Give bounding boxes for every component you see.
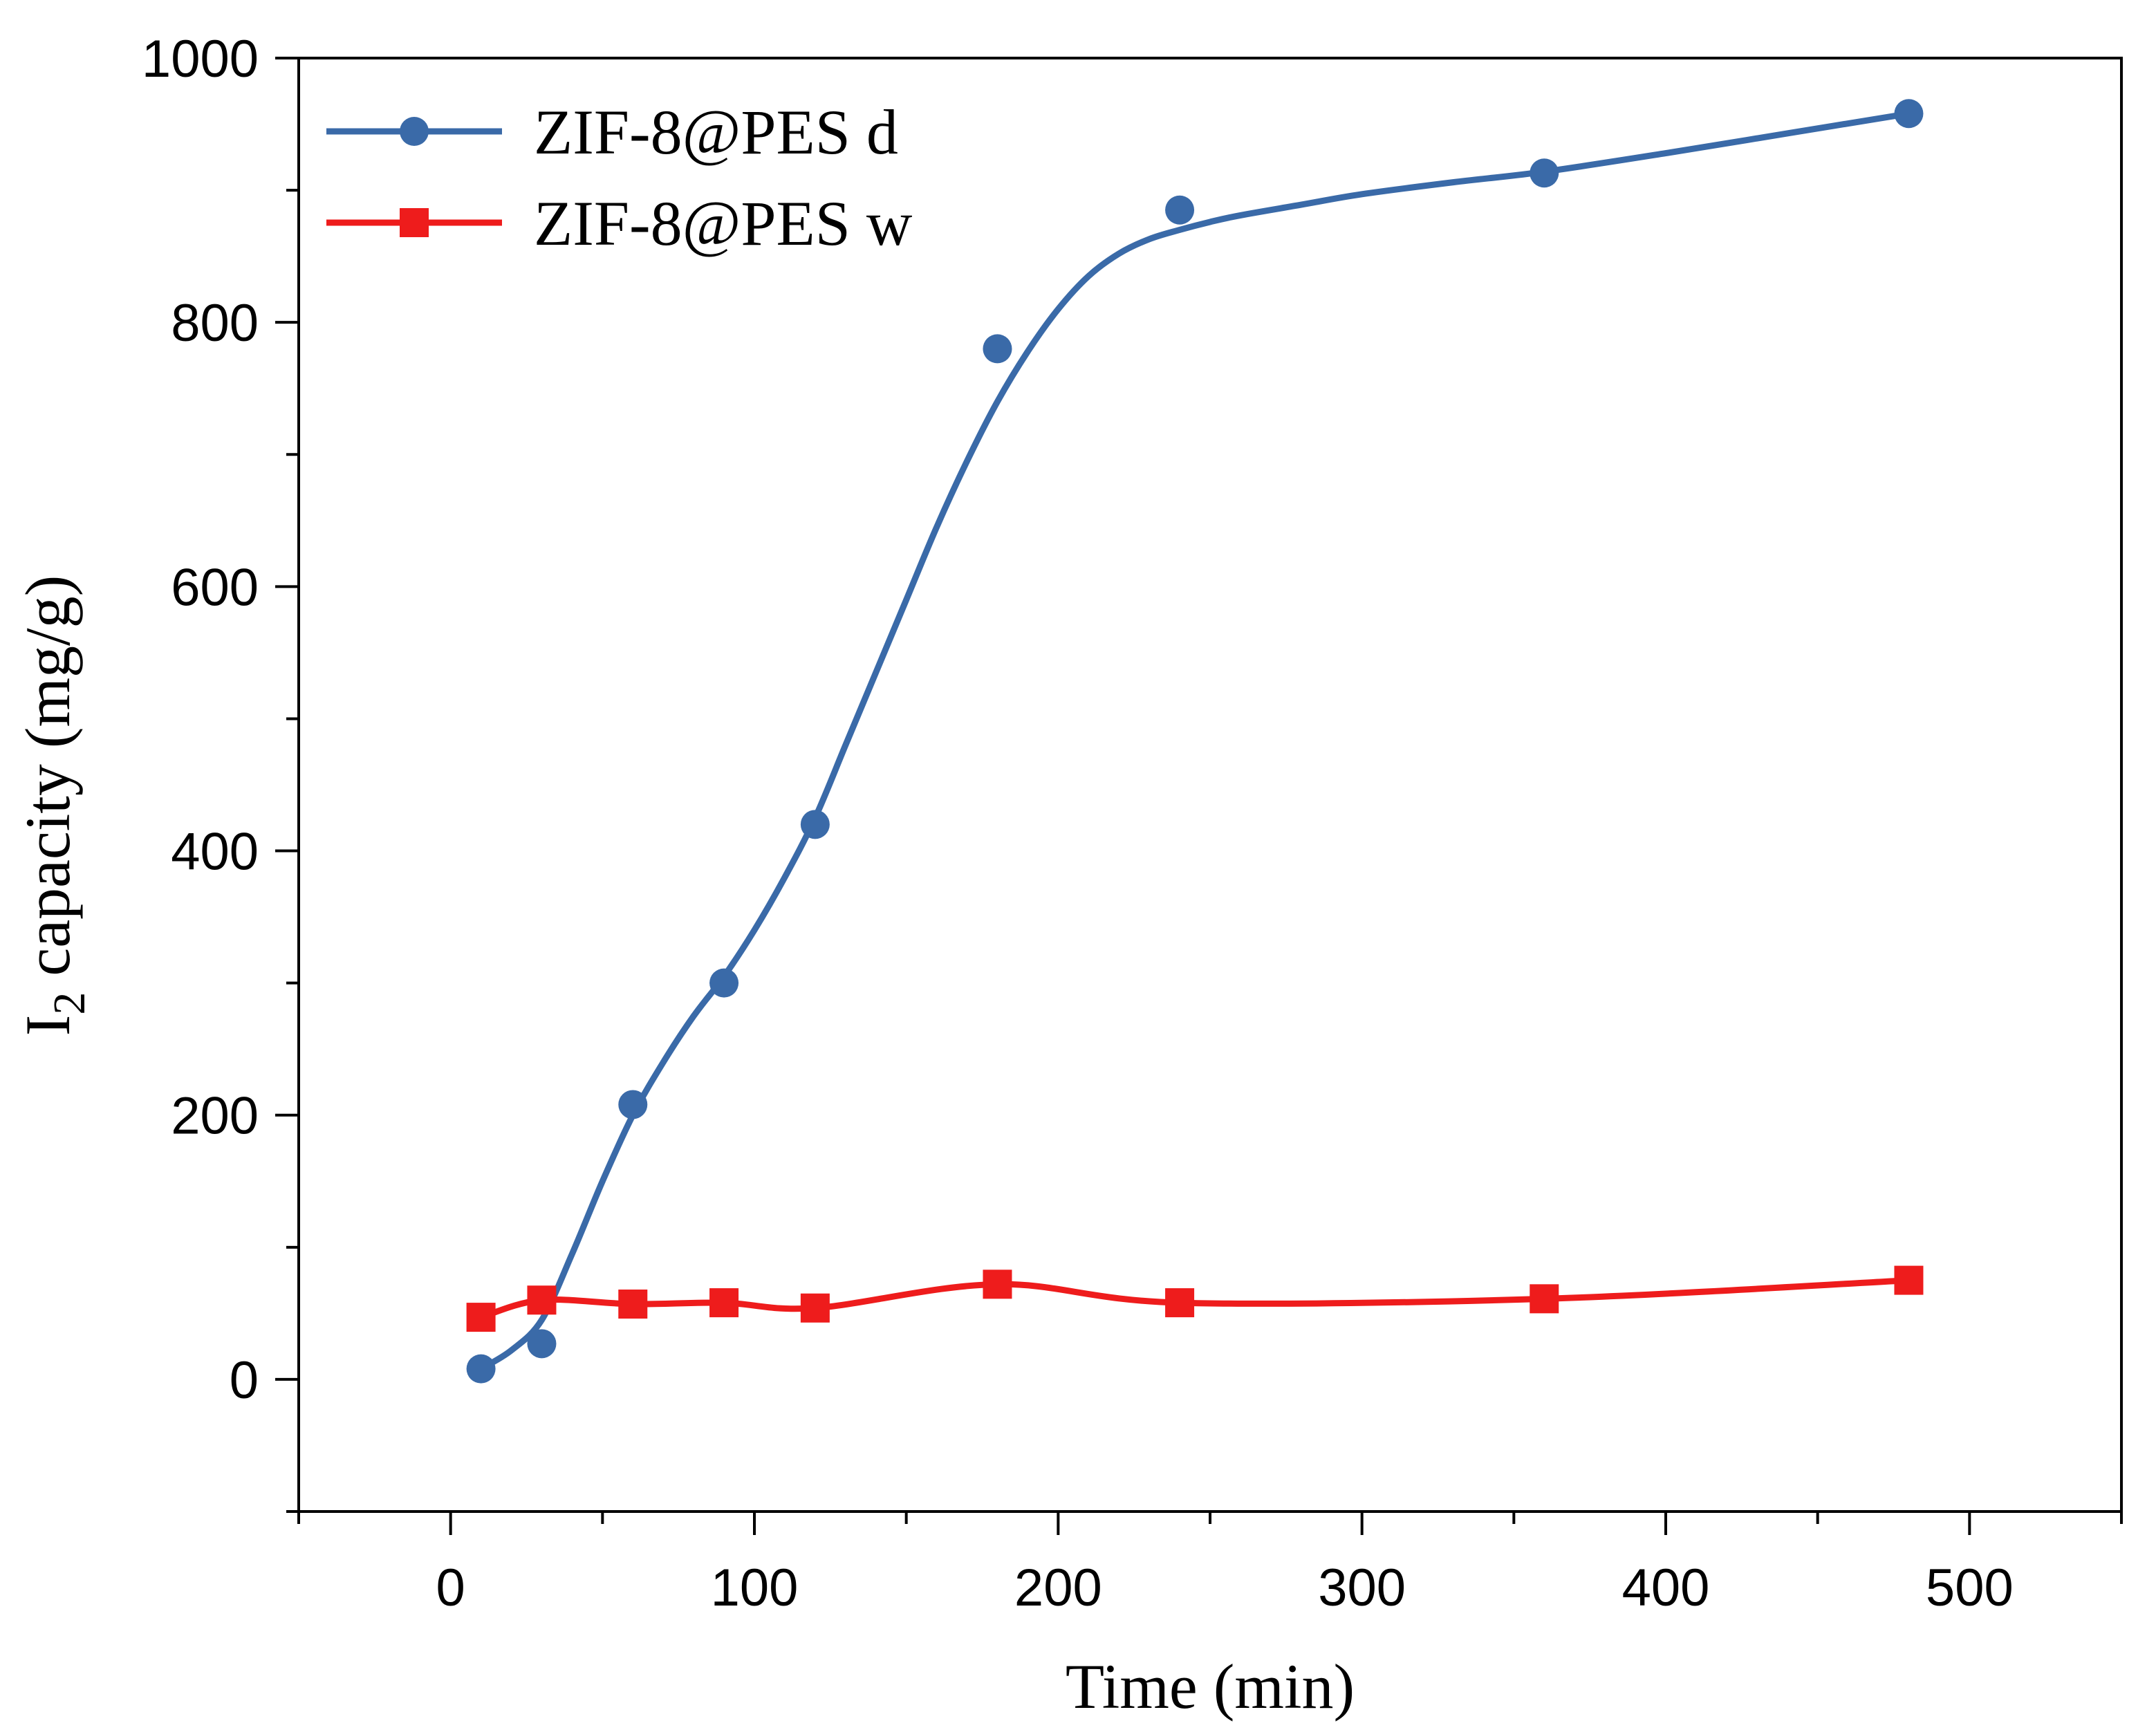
legend-label-zif8-pes-w: ZIF-8@PES w	[534, 188, 913, 259]
data-point-zif8-pes-w	[527, 1285, 557, 1315]
data-point-zif8-pes-d	[800, 810, 830, 839]
x-tick-label: 100	[711, 1559, 799, 1617]
legend-label-zif8-pes-d: ZIF-8@PES d	[534, 97, 898, 167]
data-point-zif8-pes-d	[709, 968, 739, 998]
x-tick-label: 200	[1014, 1559, 1102, 1617]
y-axis-title-subscript: 2	[44, 992, 95, 1015]
y-tick-labels: 0 200 400 600 800 1000	[142, 30, 259, 1410]
legend-marker-zif8-pes-w	[400, 208, 429, 237]
y-tick-label: 200	[171, 1087, 259, 1146]
data-point-zif8-pes-w	[800, 1293, 830, 1323]
series-layer	[466, 99, 1924, 1384]
x-tick-label: 300	[1318, 1559, 1406, 1617]
x-axis-title: Time (min)	[1066, 1651, 1355, 1722]
y-tick-label: 800	[171, 294, 259, 353]
data-point-zif8-pes-w	[1165, 1288, 1195, 1318]
data-point-zif8-pes-d	[527, 1329, 557, 1359]
legend: ZIF-8@PES d ZIF-8@PES w	[326, 97, 913, 259]
data-point-zif8-pes-w	[709, 1288, 739, 1318]
y-tick-label: 600	[171, 558, 259, 617]
x-tick-label: 500	[1926, 1559, 2014, 1617]
y-axis-title-rest: capacity (mg/g)	[12, 575, 83, 992]
data-point-zif8-pes-w	[1530, 1284, 1559, 1314]
data-point-zif8-pes-d	[983, 334, 1012, 364]
data-point-zif8-pes-d	[1894, 99, 1924, 129]
x-tick-label: 400	[1622, 1559, 1710, 1617]
x-tick-labels: 0 100 200 300 400 500	[436, 1559, 2014, 1617]
data-point-zif8-pes-d	[1165, 195, 1195, 225]
ticks-layer	[275, 57, 2123, 1535]
y-tick-label: 0	[230, 1351, 259, 1410]
data-point-zif8-pes-w	[983, 1269, 1012, 1299]
data-point-zif8-pes-d	[1530, 158, 1559, 188]
legend-marker-zif8-pes-d	[400, 117, 429, 146]
y-tick-label: 1000	[142, 30, 259, 89]
data-point-zif8-pes-w	[466, 1303, 496, 1332]
y-axis-title-main: I	[12, 1015, 83, 1036]
data-point-zif8-pes-w	[1894, 1265, 1924, 1295]
plot-area	[466, 99, 1924, 1384]
data-point-zif8-pes-d	[618, 1090, 648, 1119]
y-axis-title: I2 capacity (mg/g)	[12, 575, 95, 1036]
series-line-zif8-pes-d	[478, 110, 1912, 1373]
data-point-zif8-pes-w	[618, 1289, 648, 1319]
data-point-zif8-pes-d	[466, 1354, 496, 1384]
y-tick-label: 400	[171, 823, 259, 882]
x-tick-label: 0	[436, 1559, 465, 1617]
